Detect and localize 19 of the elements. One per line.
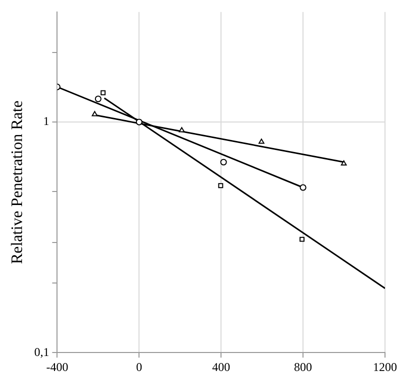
point	[92, 111, 98, 116]
point	[178, 127, 185, 132]
y-axis-title: Relative Penetration Rate	[8, 100, 26, 264]
point	[300, 184, 306, 191]
y-tick-label: 0,1	[34, 344, 50, 359]
point	[258, 138, 264, 144]
point	[94, 96, 102, 102]
x-tick-label: 1200	[373, 360, 397, 374]
x-tick-label: -400	[46, 360, 68, 374]
x-tick-label: 400	[212, 360, 230, 374]
point	[300, 236, 305, 242]
y-tick-label: 1	[43, 114, 50, 128]
point	[220, 158, 227, 166]
point	[218, 183, 224, 188]
point	[136, 118, 142, 126]
point	[100, 90, 106, 96]
x-tick-label: 800	[294, 360, 312, 374]
x-tick-label: 0	[136, 360, 142, 374]
point	[340, 160, 347, 166]
